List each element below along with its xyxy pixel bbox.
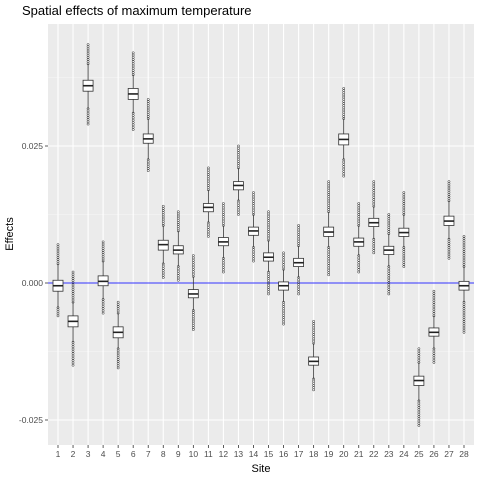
box-site-28: [458, 235, 470, 334]
x-tick-label: 3: [86, 449, 91, 459]
box-site-22: [368, 180, 380, 255]
x-tick-label: 5: [116, 449, 121, 459]
box-site-25: [413, 347, 425, 427]
x-tick-label: 24: [399, 449, 409, 459]
x-tick-label: 16: [279, 449, 289, 459]
x-tick-label: 19: [324, 449, 334, 459]
x-tick-label: 11: [204, 449, 213, 459]
x-tick-label: 28: [459, 449, 469, 459]
outlier-point-low: [176, 278, 180, 282]
outlier-point-low: [86, 122, 90, 126]
outlier-point-low: [146, 169, 150, 173]
plot-panel: [48, 24, 474, 445]
x-tick-label: 1: [56, 449, 61, 459]
x-tick-label: 2: [71, 449, 76, 459]
y-axis: -0.025 0.000 0.025: [19, 141, 48, 425]
box-site-21: [353, 202, 365, 274]
outlier-point-low: [116, 366, 120, 370]
box-site-2: [67, 270, 79, 367]
outlier-point-low: [267, 292, 270, 296]
box-site-10: [187, 254, 199, 331]
box-site-23: [383, 213, 395, 296]
x-tick-label: 15: [264, 449, 274, 459]
outlier-point-low: [387, 292, 391, 296]
box-site-8: [157, 204, 169, 279]
x-tick-label: 12: [219, 449, 229, 459]
outlier-point-low: [237, 213, 240, 216]
outlier-point-low: [417, 424, 421, 427]
outlier-point-low: [447, 256, 451, 260]
x-axis-title: Site: [252, 463, 271, 475]
outlier-point-low: [282, 322, 285, 326]
x-tick-label: 23: [384, 449, 394, 459]
box-site-16: [278, 251, 289, 326]
x-tick-label: 17: [294, 449, 304, 459]
x-tick-label: 27: [444, 449, 454, 459]
x-tick-label: 13: [234, 449, 244, 459]
box-site-18: [308, 320, 320, 392]
outlier-point-low: [222, 270, 225, 274]
x-tick-label: 22: [369, 449, 379, 459]
box-site-4: [97, 240, 109, 315]
x-tick-label: 21: [354, 449, 364, 459]
box-site-13: [233, 144, 244, 216]
x-tick-label: 6: [131, 449, 136, 459]
outlier-point-low: [297, 292, 300, 296]
box-site-1: [52, 243, 64, 318]
x-tick-label: 18: [309, 449, 319, 459]
box-site-6: [127, 51, 139, 131]
outlier-point-low: [191, 328, 195, 331]
outlier-point-low: [462, 330, 466, 334]
y-axis-title: Effects: [4, 217, 16, 251]
outlier-point-low: [402, 265, 406, 268]
box-site-19: [323, 180, 335, 277]
outlier-point-low: [161, 276, 165, 279]
x-tick-label: 25: [414, 449, 424, 459]
x-tick-label: 9: [176, 449, 181, 459]
x-tick-label: 4: [101, 449, 106, 459]
x-tick-label: 8: [161, 449, 166, 459]
outlier-point-low: [312, 388, 315, 392]
box-site-20: [338, 87, 350, 178]
outlier-point-low: [56, 314, 60, 318]
box-site-26: [428, 289, 440, 364]
outlier-point-low: [327, 273, 331, 277]
x-tick-label: 10: [189, 449, 199, 459]
x-tick-label: 7: [146, 449, 151, 459]
outlier-point-low: [342, 174, 346, 178]
outlier-point-low: [207, 235, 210, 238]
box-series: [52, 43, 470, 427]
chart-title: Spatial effects of maximum temperature: [22, 3, 252, 18]
outlier-point-low: [101, 311, 105, 315]
y-tick-label: 0.000: [22, 278, 44, 288]
y-tick-label: -0.025: [19, 415, 43, 425]
box-site-9: [172, 210, 184, 282]
x-axis: 1 2 3 4 5 6 7 8 9 10 11 12 13 14 15 16 17 18 19 20 21 22 23 24 2…: [56, 445, 469, 459]
outlier-point-low: [71, 363, 75, 367]
x-tick-label: 14: [249, 449, 259, 459]
box-site-5: [112, 300, 124, 370]
box-site-24: [398, 191, 410, 268]
outlier-point-low: [372, 251, 376, 255]
box-site-7: [142, 98, 154, 173]
x-tick-label: 26: [429, 449, 439, 459]
outlier-point-low: [131, 128, 135, 131]
box-site-14: [248, 191, 259, 263]
outlier-point-low: [432, 361, 436, 364]
outlier-point-low: [252, 259, 255, 263]
box-site-17: [293, 224, 304, 296]
box-site-3: [82, 43, 94, 126]
box-site-27: [443, 180, 455, 260]
outlier-point-low: [357, 270, 361, 274]
y-tick-label: 0.025: [22, 141, 44, 151]
x-tick-label: 20: [339, 449, 349, 459]
box-site-11: [202, 166, 214, 238]
box-site-12: [218, 202, 229, 274]
box-site-15: [263, 210, 274, 296]
